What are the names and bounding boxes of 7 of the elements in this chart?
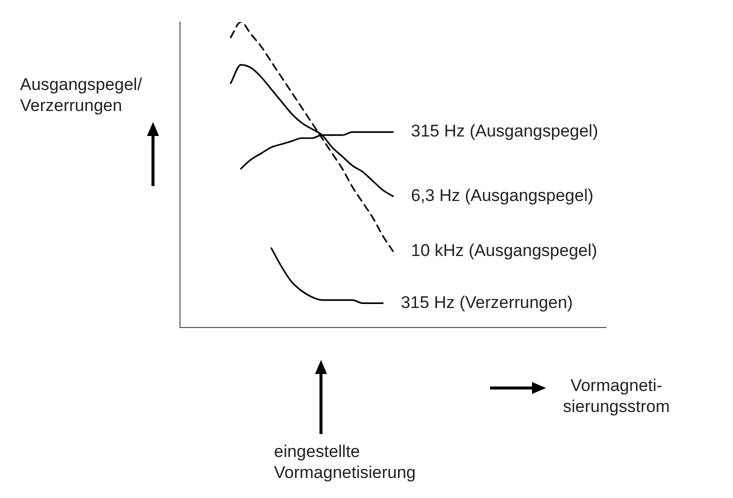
text: eingestellte Vormagnetisierung xyxy=(274,441,416,483)
y-axis-title: Ausgangspegel/ Verzerrungen xyxy=(20,74,142,116)
series-label: 10 kHz (Ausgangspegel) xyxy=(411,240,598,260)
series-label: 6,3 Hz (Ausgangspegel) xyxy=(411,186,594,205)
series-label: 315 Hz (Verzerrungen) xyxy=(400,292,573,312)
series-label: 315 Hz (Ausgangspegel) xyxy=(411,122,598,141)
x-axis-title: Vormagneti- sierungsstrom xyxy=(563,375,670,417)
